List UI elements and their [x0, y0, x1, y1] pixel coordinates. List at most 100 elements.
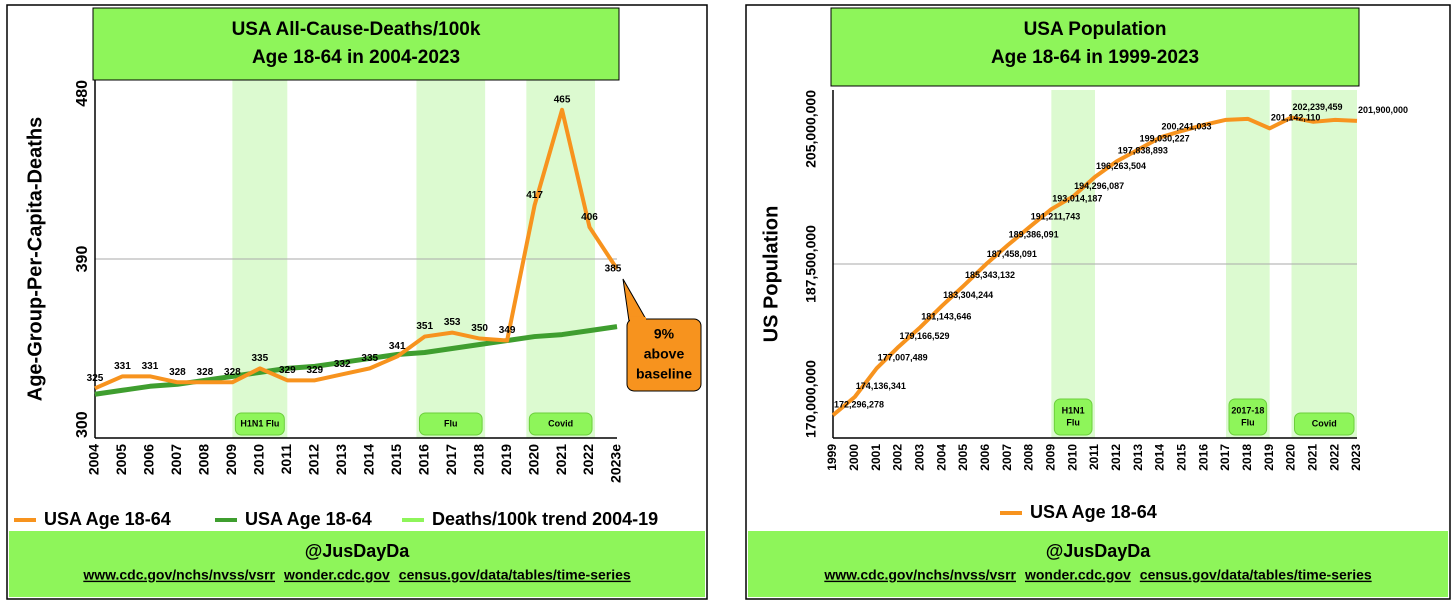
- data-label: 328: [197, 367, 214, 378]
- credit: @JusDayDa: [1046, 541, 1152, 561]
- data-label: 328: [169, 367, 186, 378]
- title-box: [830, 7, 1360, 87]
- y-axis-label: US Population: [760, 206, 782, 343]
- x-tick-label: 2015: [1175, 444, 1189, 471]
- band-label: 2017-18: [1231, 405, 1264, 415]
- data-label: 325: [87, 373, 104, 384]
- data-label: 349: [499, 325, 516, 336]
- x-tick-label: 2021: [553, 444, 569, 475]
- data-label: 331: [114, 361, 131, 372]
- band-label: Flu: [1066, 417, 1080, 427]
- x-tick-label: 2019: [1262, 444, 1276, 471]
- y-tick-label: 300: [74, 411, 91, 438]
- x-tick-label: 1999: [825, 444, 839, 471]
- data-label: 329: [306, 365, 323, 376]
- band-label: Covid: [1312, 418, 1337, 428]
- x-tick-label: 2010: [1065, 444, 1079, 471]
- x-tick-label: 2016: [415, 444, 431, 475]
- data-label: 191,211,743: [1031, 211, 1081, 221]
- footer-box: [748, 531, 1448, 597]
- data-label: 187,458,091: [987, 249, 1037, 259]
- x-tick-label: 2011: [1087, 444, 1101, 470]
- annotation-box: [626, 318, 702, 392]
- annotation-cover: [630, 316, 646, 322]
- x-tick-label: 2013: [333, 444, 349, 475]
- data-label: 328: [224, 367, 241, 378]
- x-tick-label: 2023e: [608, 444, 624, 483]
- band-label-box: [528, 412, 593, 436]
- series-line: [94, 107, 619, 391]
- x-tick-label: 2007: [1000, 444, 1014, 471]
- x-tick-label: 2019: [498, 444, 514, 475]
- data-label: 179,166,529: [899, 331, 949, 341]
- band-label-box: [234, 412, 285, 436]
- x-tick-label: 2003: [913, 444, 927, 471]
- credit: @JusDayDa: [305, 541, 411, 561]
- source-link: www.cdc.gov/nchs/nvss/vsrr: [823, 567, 1016, 583]
- source-link: census.gov/data/tables/time-series: [1140, 567, 1372, 583]
- band-label-box: [1053, 398, 1093, 436]
- footer-box: [9, 531, 705, 597]
- data-label: 181,143,646: [921, 312, 971, 322]
- x-tick-label: 2020: [525, 444, 541, 475]
- x-tick-label: 2009: [223, 444, 239, 475]
- x-tick-label: 2022: [1327, 444, 1341, 471]
- x-tick-label: 2021: [1306, 444, 1320, 471]
- chart-subtitle: Age 18-64 in 2004-2023: [252, 47, 460, 68]
- y-axis-label: Age-Group-Per-Capita-Deaths: [24, 117, 46, 401]
- y-tick-label: 170,000,000: [803, 360, 819, 438]
- data-label: 193,014,187: [1052, 194, 1102, 204]
- band-label: H1N1: [1062, 405, 1085, 415]
- data-label: 351: [416, 321, 433, 332]
- annotation-text: above: [644, 346, 685, 362]
- band-label-box: [418, 412, 483, 436]
- x-tick-label: 2000: [847, 444, 861, 471]
- data-label: 332: [334, 359, 351, 370]
- x-tick-label: 2001: [869, 444, 883, 471]
- x-tick-label: 2012: [1109, 444, 1123, 471]
- data-label: 353: [444, 317, 461, 328]
- data-label: 174,136,341: [856, 381, 906, 391]
- data-label: 465: [554, 94, 571, 105]
- data-label: 331: [142, 361, 159, 372]
- x-tick-label: 2012: [305, 444, 321, 475]
- x-tick-label: 2011: [278, 444, 294, 475]
- data-label: 335: [361, 353, 378, 364]
- annotation-text: 9%: [654, 326, 675, 342]
- legend-label: Deaths/100k trend 2004-19: [432, 509, 658, 529]
- x-tick-label: 2007: [168, 444, 184, 475]
- x-tick-label: 2010: [251, 444, 267, 475]
- series-line: [831, 115, 1358, 417]
- data-label: 177,007,489: [878, 353, 928, 363]
- data-label: 341: [389, 341, 406, 352]
- y-tick-label: 205,000,000: [803, 90, 819, 168]
- x-tick-label: 2017: [443, 444, 459, 475]
- data-label: 201,900,000: [1358, 105, 1408, 115]
- annotation-text: baseline: [636, 366, 692, 382]
- band-label: Flu: [1241, 417, 1255, 427]
- data-label: 335: [251, 353, 268, 364]
- x-tick-label: 2002: [891, 444, 905, 471]
- band-label-box: [1228, 398, 1268, 436]
- y-tick-label: 187,500,000: [803, 225, 819, 303]
- x-tick-label: 2023: [1349, 444, 1363, 471]
- data-label: 201,142,110: [1271, 113, 1321, 123]
- x-tick-label: 2013: [1131, 444, 1145, 471]
- legend-label: USA Age 18-64: [44, 509, 171, 529]
- x-tick-label: 2016: [1196, 444, 1210, 471]
- data-label: 196,263,504: [1096, 161, 1146, 171]
- band-label: H1N1 Flu: [240, 418, 279, 428]
- chart-title: USA Population: [1024, 19, 1167, 40]
- data-label: 197,838,893: [1118, 146, 1168, 156]
- chart-subtitle: Age 18-64 in 1999-2023: [991, 47, 1199, 68]
- data-label: 189,386,091: [1009, 230, 1059, 240]
- x-tick-label: 2005: [956, 444, 970, 471]
- data-label: 417: [526, 190, 543, 201]
- source-link: census.gov/data/tables/time-series: [399, 567, 631, 583]
- x-tick-label: 2004: [934, 444, 948, 471]
- x-tick-label: 2018: [470, 444, 486, 475]
- x-tick-label: 2014: [360, 444, 376, 475]
- x-tick-label: 2006: [978, 444, 992, 471]
- x-tick-label: 2018: [1240, 444, 1254, 471]
